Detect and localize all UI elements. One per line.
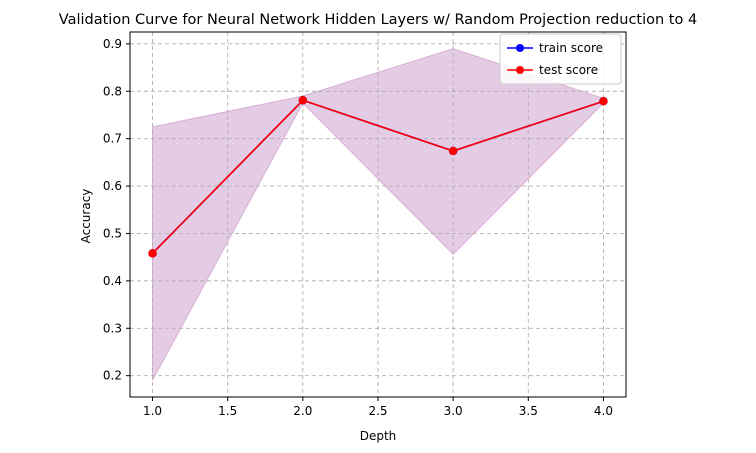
legend-train-label: train score <box>539 41 603 55</box>
y-tick-label: 0.8 <box>103 84 122 98</box>
legend-box <box>499 33 622 85</box>
x-tick-label: 3.0 <box>444 404 463 418</box>
x-tick-label: 2.5 <box>368 404 387 418</box>
x-axis-label: Depth <box>360 429 397 443</box>
y-tick-label: 0.9 <box>103 37 122 51</box>
series-1-point <box>448 146 458 156</box>
legend-test-label: test score <box>539 63 598 77</box>
y-axis-label: Accuracy <box>79 189 93 244</box>
legend: train score test score <box>499 33 622 85</box>
x-axis-ticks: 1.0 1.5 2.0 2.5 3.0 3.5 4.0 <box>143 397 613 418</box>
grid <box>130 32 626 397</box>
x-tick-label: 1.5 <box>218 404 237 418</box>
y-tick-label: 0.3 <box>103 321 122 335</box>
x-tick-label: 1.0 <box>143 404 162 418</box>
series-1-point <box>148 249 157 258</box>
y-tick-label: 0.6 <box>103 179 122 193</box>
legend-test-marker <box>516 66 524 74</box>
x-tick-label: 3.5 <box>519 404 538 418</box>
series-1-point <box>599 97 608 106</box>
legend-train-marker <box>516 44 524 52</box>
y-tick-label: 0.7 <box>103 132 122 146</box>
y-axis-ticks: 0.2 0.3 0.4 0.5 0.6 0.7 0.8 0.9 <box>103 37 130 383</box>
y-tick-label: 0.2 <box>103 369 122 383</box>
x-tick-label: 2.0 <box>293 404 312 418</box>
y-tick-label: 0.4 <box>103 274 122 288</box>
chart-title: Validation Curve for Neural Network Hidd… <box>59 12 697 28</box>
series-layer <box>148 96 608 258</box>
series-1-point <box>298 96 308 105</box>
x-tick-label: 4.0 <box>594 404 613 418</box>
y-tick-label: 0.5 <box>103 226 122 240</box>
series-line-1 <box>151 99 604 254</box>
